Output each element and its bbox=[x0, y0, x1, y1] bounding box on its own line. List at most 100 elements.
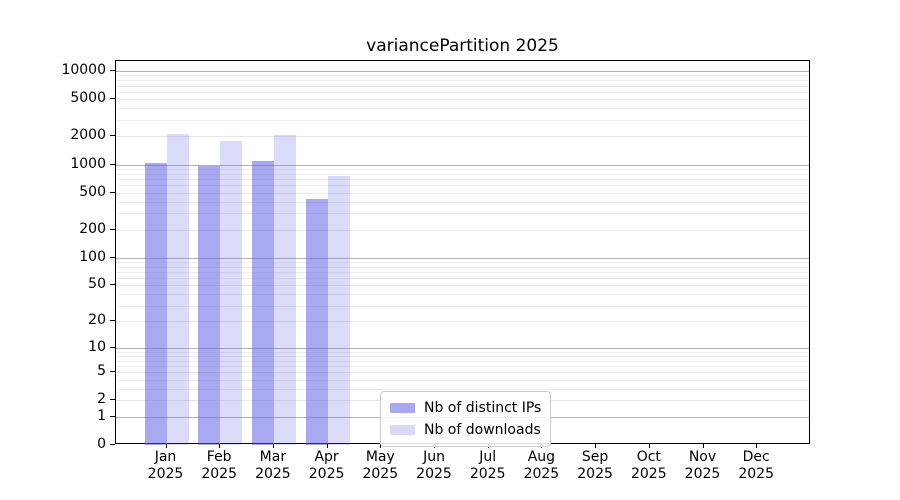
gridline bbox=[116, 136, 809, 138]
y-tick-mark bbox=[110, 256, 115, 258]
y-tick-mark bbox=[110, 346, 115, 348]
y-tick-mark bbox=[110, 284, 115, 286]
y-tick-label: 1 bbox=[97, 407, 106, 424]
legend-entry-distinct-ips: Nb of distinct IPs bbox=[390, 399, 541, 417]
y-tick-label: 0 bbox=[97, 436, 106, 452]
x-tick-label-jun: Jun 2025 bbox=[416, 449, 452, 482]
gridline bbox=[116, 229, 809, 231]
gridline-minor bbox=[116, 80, 809, 82]
plot-area: Nb of distinct IPs Nb of downloads bbox=[115, 60, 810, 447]
chart-title: variancePartition 2025 bbox=[366, 36, 559, 56]
gridline-minor bbox=[116, 266, 809, 268]
legend-label-downloads: Nb of downloads bbox=[424, 422, 541, 438]
y-tick-label: 100 bbox=[79, 248, 106, 265]
y-tick-label: 5 bbox=[97, 363, 106, 380]
gridline-minor bbox=[116, 271, 809, 273]
x-tick-label-may: May 2025 bbox=[362, 449, 399, 482]
y-tick-mark bbox=[110, 135, 115, 137]
y-tick-mark bbox=[110, 320, 115, 322]
gridline bbox=[116, 192, 809, 194]
gridline-minor bbox=[116, 213, 809, 215]
y-tick-label: 1000 bbox=[70, 155, 106, 172]
gridline bbox=[116, 321, 809, 323]
gridline-major bbox=[116, 257, 809, 259]
y-tick-label: 50 bbox=[88, 276, 106, 293]
x-tick-label-jul: Jul 2025 bbox=[469, 449, 506, 482]
x-tick-label-apr: Apr 2025 bbox=[308, 449, 345, 482]
x-tick-label-aug: Aug 2025 bbox=[523, 449, 560, 482]
gridline-minor bbox=[116, 168, 809, 170]
gridline-major bbox=[116, 71, 809, 72]
gridline-minor bbox=[116, 178, 809, 180]
y-tick-label: 10 bbox=[88, 338, 106, 355]
gridline bbox=[116, 99, 809, 101]
y-tick-label: 10000 bbox=[61, 62, 106, 78]
gridline-minor bbox=[116, 278, 809, 280]
gridline bbox=[116, 372, 809, 374]
y-tick-mark bbox=[110, 444, 115, 445]
x-tick-label-jan: Jan 2025 bbox=[147, 449, 184, 482]
legend-label-distinct-ips: Nb of distinct IPs bbox=[424, 400, 542, 416]
x-tick-label-mar: Mar 2025 bbox=[255, 449, 291, 482]
gridline-major bbox=[116, 164, 809, 166]
gridline-minor bbox=[116, 261, 809, 263]
x-tick-label-sep: Sep 2025 bbox=[577, 449, 613, 482]
gridline-minor bbox=[116, 201, 809, 203]
x-tick-mark bbox=[595, 444, 597, 448]
gridline-minor bbox=[116, 360, 809, 362]
y-tick-label: 20 bbox=[88, 312, 106, 329]
legend-swatch-distinct-ips bbox=[390, 403, 415, 413]
gridline-minor bbox=[116, 85, 809, 87]
gridline-minor bbox=[116, 173, 809, 175]
gridline bbox=[116, 285, 809, 287]
y-tick-label: 5000 bbox=[70, 90, 106, 107]
bar-distinct-ips-feb bbox=[198, 165, 221, 445]
x-tick-mark bbox=[219, 444, 221, 448]
y-tick-mark bbox=[110, 191, 115, 193]
x-tick-label-feb: Feb 2025 bbox=[201, 449, 237, 482]
bar-distinct-ips-mar bbox=[251, 160, 274, 445]
x-tick-label-oct: Oct 2025 bbox=[630, 449, 667, 482]
bar-distinct-ips-jan bbox=[144, 162, 167, 445]
gridline-minor bbox=[116, 355, 809, 357]
bar-downloads-apr bbox=[327, 175, 350, 445]
x-tick-label-dec: Dec 2025 bbox=[738, 449, 774, 482]
gridline-major bbox=[116, 347, 809, 349]
y-tick-mark bbox=[110, 228, 115, 230]
y-tick-label: 500 bbox=[79, 183, 106, 200]
y-tick-label: 2 bbox=[97, 391, 106, 408]
gridline-minor bbox=[116, 388, 809, 390]
y-tick-mark bbox=[110, 98, 115, 100]
gridline-minor bbox=[116, 305, 809, 307]
bar-downloads-mar bbox=[273, 135, 296, 445]
y-tick-mark bbox=[110, 371, 115, 373]
gridline-minor bbox=[116, 351, 809, 353]
y-tick-mark bbox=[110, 399, 115, 401]
gridline-minor bbox=[116, 185, 809, 187]
gridline-minor bbox=[116, 294, 809, 296]
legend-swatch-downloads bbox=[390, 425, 415, 435]
gridline-minor bbox=[116, 75, 809, 77]
y-tick-label: 200 bbox=[79, 220, 106, 237]
x-tick-mark bbox=[648, 444, 650, 448]
y-tick-mark bbox=[110, 415, 115, 417]
bar-downloads-jan bbox=[166, 134, 189, 445]
x-tick-mark bbox=[326, 444, 328, 448]
y-tick-mark bbox=[110, 163, 115, 165]
bar-distinct-ips-apr bbox=[305, 198, 328, 445]
gridline-minor bbox=[116, 119, 809, 121]
gridline-minor bbox=[116, 366, 809, 367]
y-tick-mark bbox=[110, 70, 115, 71]
gridline-minor bbox=[116, 91, 809, 93]
gridline-minor bbox=[116, 108, 809, 110]
legend-entry-downloads: Nb of downloads bbox=[390, 421, 541, 439]
bar-downloads-feb bbox=[220, 141, 243, 445]
x-tick-mark bbox=[165, 444, 167, 448]
x-tick-mark bbox=[272, 444, 274, 448]
y-tick-label: 2000 bbox=[70, 127, 106, 144]
legend: Nb of distinct IPs Nb of downloads bbox=[380, 391, 552, 447]
x-tick-mark bbox=[756, 444, 758, 448]
gridline-minor bbox=[116, 379, 809, 381]
x-tick-label-nov: Nov 2025 bbox=[684, 449, 721, 482]
